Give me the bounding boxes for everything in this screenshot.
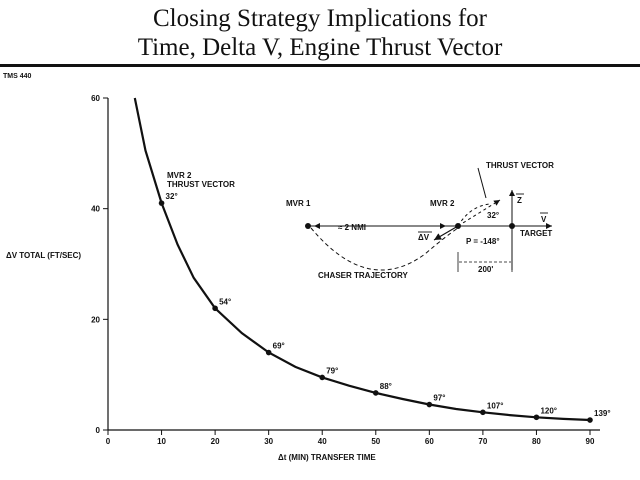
range-label: 200' [478,265,493,274]
p-angle-label: P = -148° [466,237,500,246]
mvr2-annotation: MVR 2 [167,171,192,180]
angle-label: 79° [326,366,338,375]
angle-label: 88° [380,382,392,391]
data-point [319,374,326,381]
thrust-angle-label: 32° [487,211,499,220]
delta-v-arrow [433,225,459,241]
title-line-1: Closing Strategy Implications for [153,5,487,32]
data-point [587,417,593,423]
target-label: TARGET [520,229,552,238]
x-tick-label: 0 [106,437,111,446]
data-point [533,414,540,421]
thrust-vector-annotation: THRUST VECTOR [167,180,235,189]
angle-label: 97° [433,394,445,403]
title-divider [0,64,640,67]
x-tick-label: 40 [318,437,327,446]
y-tick-label: 20 [91,315,100,324]
x-tick-label: 10 [157,437,166,446]
mvr2-label: MVR 2 [430,199,455,208]
y-axis-label: ΔV TOTAL (FT/SEC) [6,251,81,260]
delta-v-curve [133,97,591,422]
x-tick-label: 70 [478,437,487,446]
x-tick-label: 50 [371,437,380,446]
angle-label: 120° [540,406,557,415]
thrust-vector-arrow [457,199,501,227]
angle-label: 54° [219,297,231,306]
v-axis-label: V [541,215,547,224]
data-point [158,200,165,206]
slide-title: Closing Strategy Implications for Time, … [0,4,640,62]
x-tick-label: 90 [586,437,595,446]
data-point [212,305,218,312]
x-tick-label: 30 [264,437,273,446]
x-ticks: 0 10 20 30 40 50 60 70 80 90 [106,430,595,446]
distance-label: ≈ 2 NMI [338,223,366,232]
x-tick-label: 20 [211,437,220,446]
mvr1-point [305,223,311,229]
angle-label: 69° [273,342,285,351]
x-tick-label: 60 [425,437,434,446]
thrust-vector-label: THRUST VECTOR [486,161,554,170]
delta-v-label: ΔV [418,233,430,242]
y-ticks: 0 20 40 60 [91,94,108,435]
mvr1-label: MVR 1 [286,199,311,208]
y-tick-label: 60 [91,94,100,103]
maneuver-inset: MVR 1 MVR 2 ≈ 2 NMI THRUST VECTOR 32° ΔV… [286,161,554,280]
z-axis-label: Z [517,196,522,205]
angle-label: 32° [166,192,178,201]
data-point [372,390,379,396]
x-tick-label: 80 [532,437,541,446]
data-point [480,409,486,416]
x-axis-label: Δt (MIN) TRANSFER TIME [278,453,376,462]
y-tick-label: 40 [91,205,100,214]
data-points: 32° 54° 69° 79° 88° 97° 107° 120° 139° [158,192,611,423]
y-tick-label: 0 [96,426,101,435]
angle-label: 139° [594,409,611,418]
data-point [265,349,272,356]
chart-code: TMS 440 [3,73,32,80]
chaser-trajectory-path [310,227,459,271]
projected-path [457,203,491,227]
angle-label: 107° [487,401,504,410]
title-line-2: Time, Delta V, Engine Thrust Vector [137,34,503,61]
chaser-trajectory-label: CHASER TRAJECTORY [318,271,408,280]
data-point [426,401,433,408]
thrust-leader [477,167,487,199]
